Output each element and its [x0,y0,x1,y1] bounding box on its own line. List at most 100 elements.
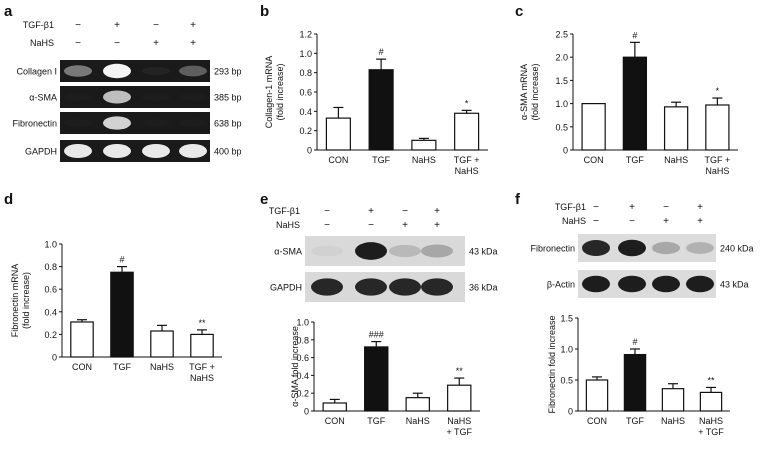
panel-label-c: c [515,3,523,20]
blot-e-treatment-sign: − [324,206,330,217]
chart-f-y-axis-label: Fibronectin fold increase [547,315,557,413]
gel-a-treatment-sign: + [190,20,196,31]
blot-e-treatment-sign: + [434,220,440,231]
chart-d-y-tick-label: 0.6 [44,285,57,295]
chart-c-y-tick-label: 0.5 [555,122,568,132]
blot-e-treatment-label: TGF-β1 [269,206,300,216]
chart-c-y-tick-label: 2.0 [555,53,568,63]
chart-d-y-tick-label: 0.4 [44,307,57,317]
gel-a-band [179,143,207,159]
gel-a-treatment-sign: − [75,38,81,49]
blot-f-band [652,241,680,255]
chart-e-bar [364,346,389,412]
chart-d-y-axis-label: (fold increase) [21,272,31,329]
chart-e-y-tick-label: 0 [304,407,309,417]
gel-a-treatment-sign: − [114,38,120,49]
gel-a-band-strip [60,112,210,134]
chart-e-category-label: + TGF [446,427,472,437]
gel-a-band [64,143,92,159]
chart-f-bar [661,388,685,412]
panel-label-d: d [4,191,13,208]
blot-e-band [389,278,421,296]
chart-b-category-label: TGF [372,155,390,165]
chart-c-y-axis-label: α-SMA mRNA [519,64,529,120]
chart-f-category-label: NaHS [699,416,723,426]
chart-c-category-label: NaHS [705,166,729,176]
chart-f-y-tick-label: 0 [568,407,573,417]
chart-d-bar [70,321,94,358]
gel-a-band-strip [60,140,210,162]
blot-e-band [421,278,453,296]
gel-a-band-size: 638 bp [214,119,242,129]
blot-f-band [618,275,646,293]
chart-b-bar [325,117,351,151]
gel-a-band-size: 385 bp [214,93,242,103]
chart-c-category-label: TGF [626,155,644,165]
blot-f-treatment-sign: + [697,216,703,227]
chart-f-category-label: + TGF [698,427,724,437]
gel-a-treatment-label: NaHS [30,38,54,48]
blot-e-band-label: GAPDH [270,283,302,293]
chart-b-category-label: NaHS [455,166,479,176]
chart-f-significance-mark: # [632,337,637,347]
blot-f-treatment-sign: + [697,202,703,213]
chart-b-y-tick-label: 1.2 [299,30,312,40]
chart-b-bar [454,112,480,151]
chart-e-bar [405,397,430,412]
chart-c-category-label: NaHS [664,155,688,165]
gel-a-treatment-label: TGF-β1 [23,20,54,30]
blot-f-band [618,239,646,257]
chart-c-y-tick-label: 1.0 [555,99,568,109]
blot-f-treatment-sign: − [593,216,599,227]
gel-a-treatment-sign: + [153,38,159,49]
chart-c-bar [622,56,648,151]
gel-a-band [103,116,131,130]
chart-d-y-tick-label: 1.0 [44,240,57,250]
gel-a-band [142,119,170,127]
blot-f-band [582,275,610,293]
blot-e-treatment-sign: − [368,220,374,231]
chart-d-category-label: NaHS [190,373,214,383]
chart-c-significance-mark: * [716,86,720,96]
chart-e-category-label: NaHS [447,416,471,426]
blot-e-treatment-sign: + [368,206,374,217]
chart-c-y-tick-label: 2.5 [555,30,568,40]
chart-f-y-tick-label: 1.0 [560,345,573,355]
blot-f-band-size: 240 kDa [720,244,754,254]
chart-d-y-tick-label: 0 [52,353,57,363]
chart-c-bar [705,104,730,151]
chart-b-y-tick-label: 0.4 [299,107,312,117]
chart-f-bar [623,353,647,412]
gel-a-band-size: 293 bp [214,67,242,77]
panel-label-e: e [260,191,268,208]
gel-a-band [64,93,92,101]
chart-d-bar [150,330,174,358]
chart-b-category-label: NaHS [412,155,436,165]
chart-c-bar [581,102,606,151]
blot-f-band [652,275,680,293]
chart-d-category-label: TGF [113,362,131,372]
chart-f-category-label: CON [587,416,607,426]
blot-f-band-label: Fibronectin [530,244,575,254]
blot-e-band [355,278,387,296]
gel-a-band-size: 400 bp [214,147,242,157]
chart-f-bar [699,391,723,412]
chart-b-category-label: TGF + [454,155,480,165]
blot-e-treatment-label: NaHS [276,220,300,230]
blot-f-treatment-sign: + [629,202,635,213]
chart-b-y-axis-label: Collagen-1 mRNA [264,56,274,129]
blot-f-treatment-sign: − [663,202,669,213]
chart-f-category-label: NaHS [661,416,685,426]
gel-a-band-label: Collagen I [16,67,57,77]
gel-a-band [179,93,207,101]
blot-e-band [389,244,421,258]
gel-a-band-label: Fibronectin [12,119,57,129]
blot-f-treatment-sign: − [629,216,635,227]
chart-d-y-tick-label: 0.2 [44,330,57,340]
gel-a-band [64,65,92,77]
gel-a-band [103,63,131,79]
blot-f-treatment-label: TGF-β1 [555,202,586,212]
chart-c-category-label: TGF + [704,155,730,165]
chart-b-significance-mark: # [379,47,384,57]
